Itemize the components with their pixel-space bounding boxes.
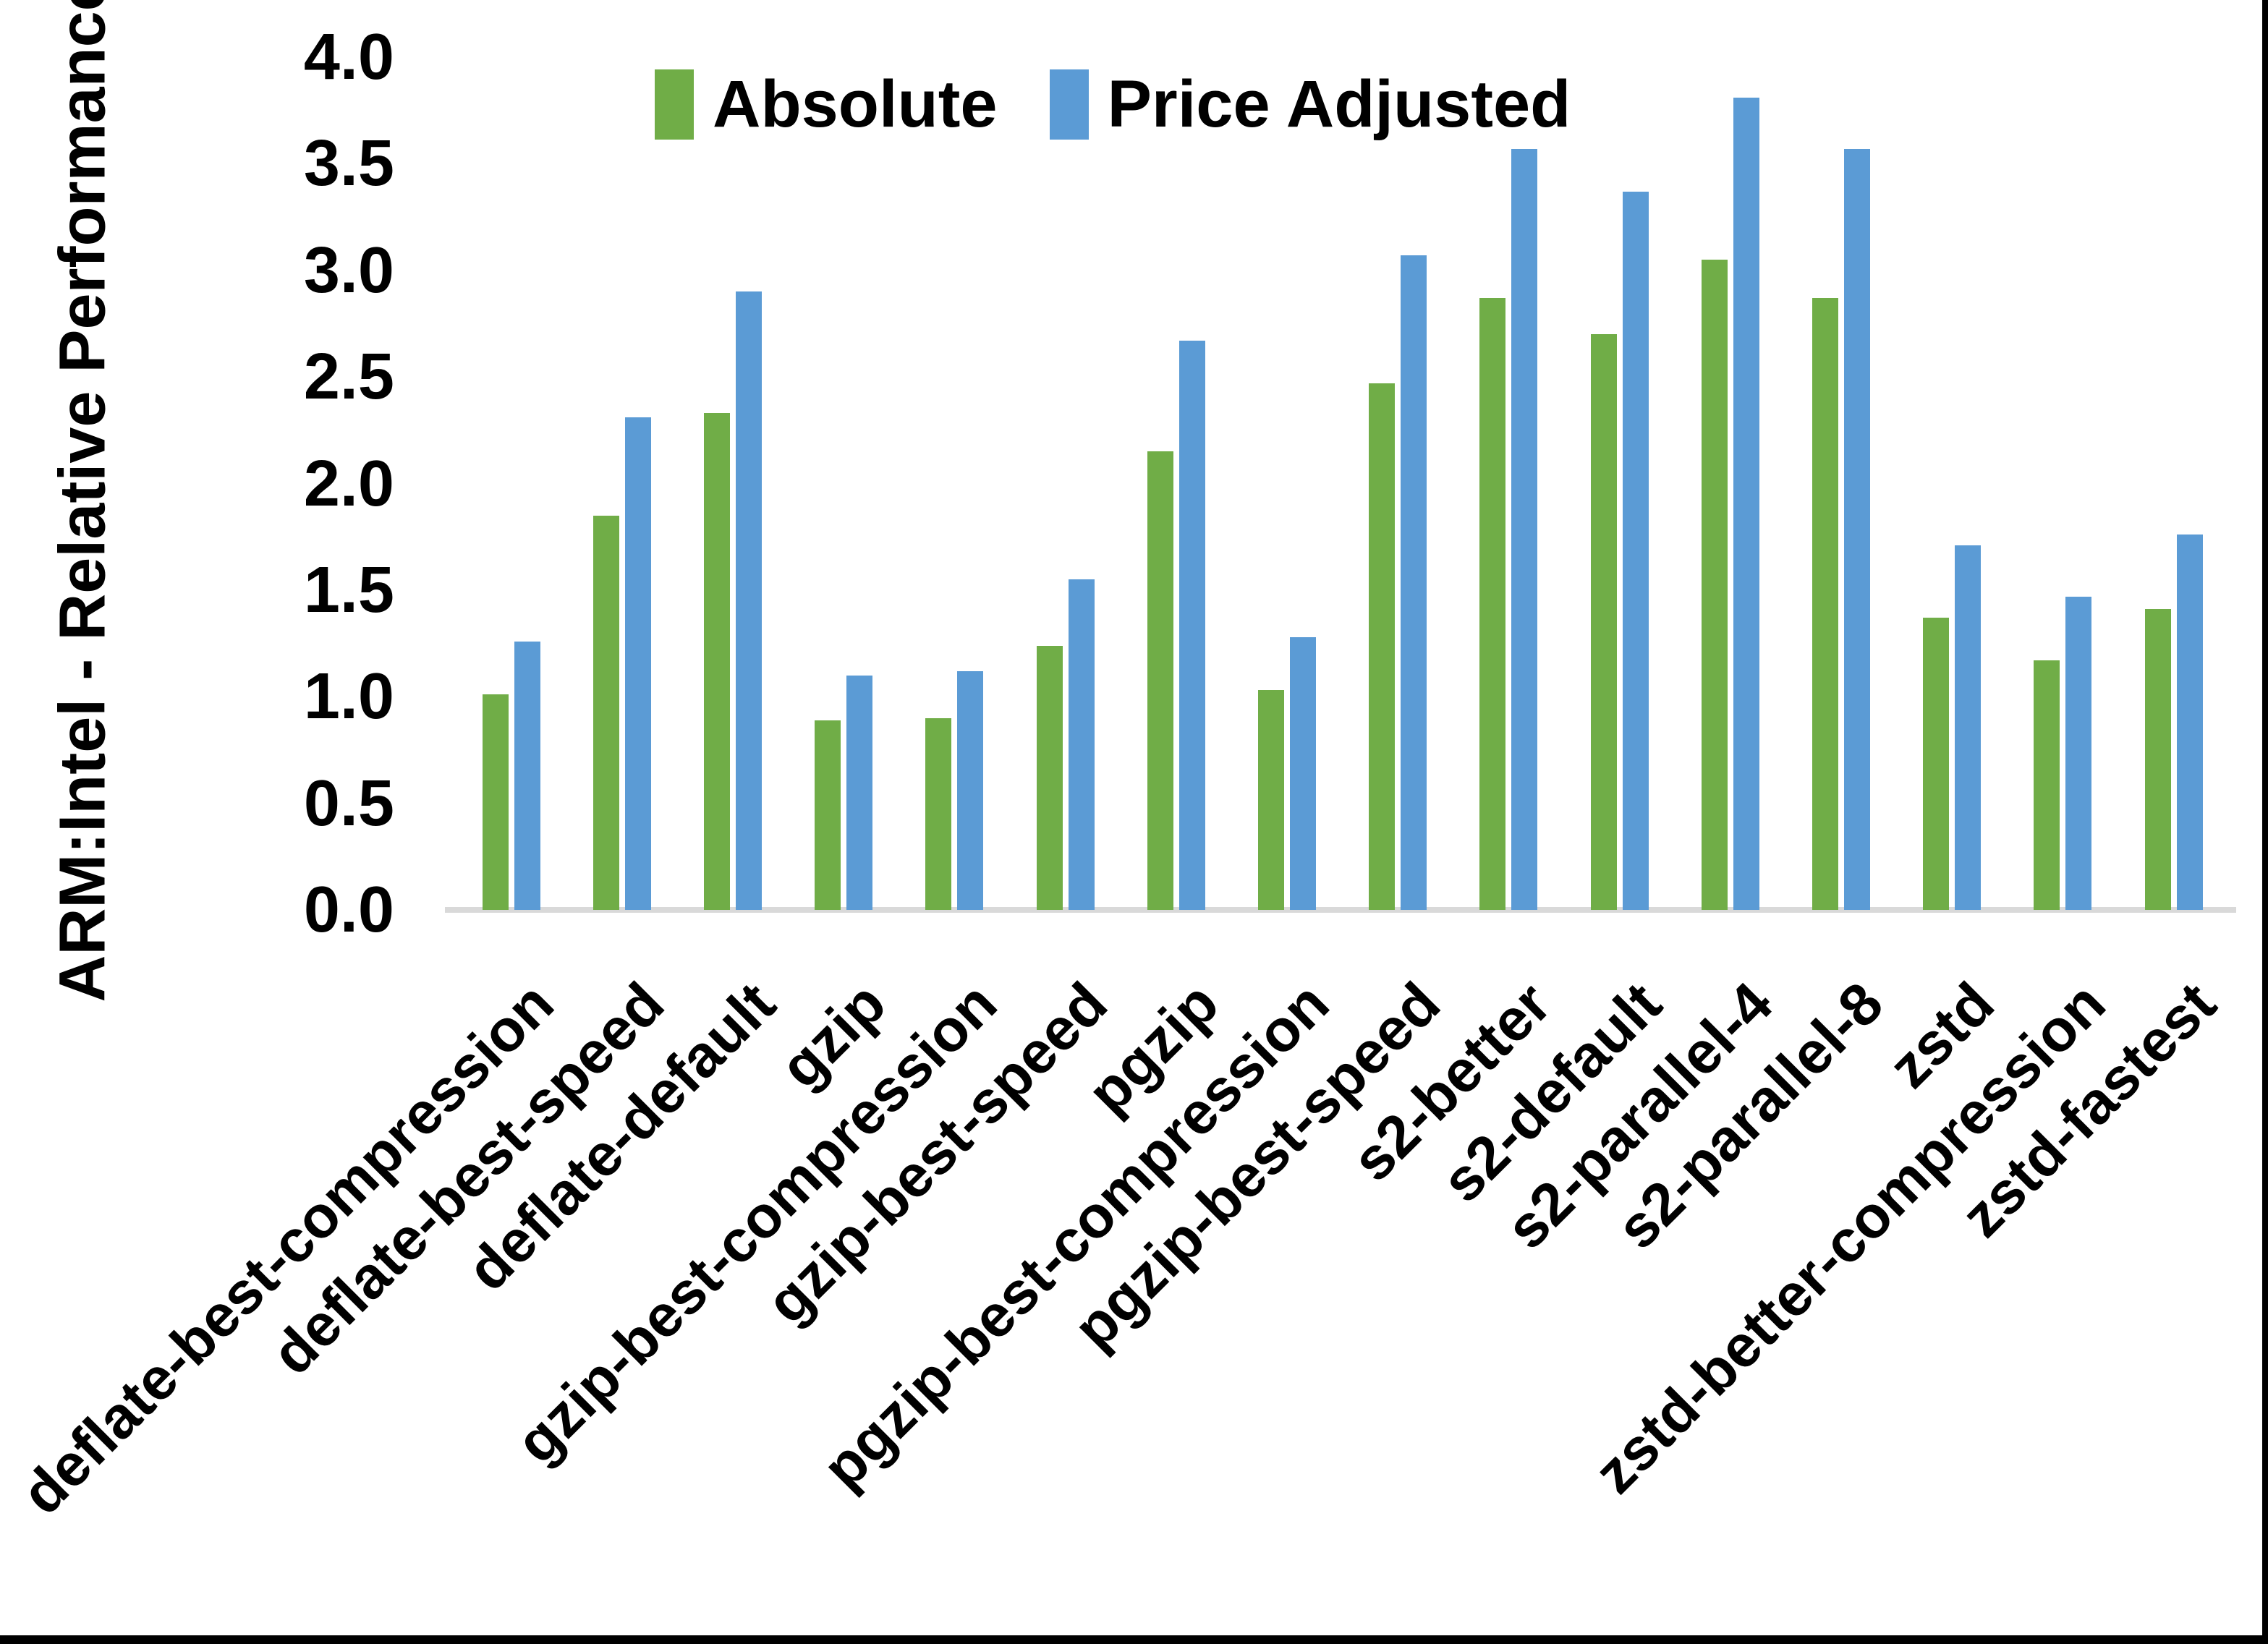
bar-price-adjusted-s2-better (1511, 148, 1538, 910)
bar-price-adjusted-pgzip-best-speed (1401, 255, 1427, 910)
bar-price-adjusted-pgzip-best-compression (1290, 636, 1316, 910)
bar-absolute-pgzip-best-speed (1369, 383, 1396, 910)
y-tick-label: 0.0 (303, 874, 394, 946)
bar-price-adjusted-zstd (1955, 545, 1982, 910)
bar-price-adjusted-s2-parallel-8 (1844, 148, 1870, 910)
bar-absolute-zstd (1923, 618, 1950, 910)
legend-label-absolute: Absolute (713, 67, 998, 141)
bar-price-adjusted-deflate-default (736, 291, 762, 910)
y-tick-label: 4.0 (303, 21, 394, 93)
bar-absolute-deflate-best-compression (482, 694, 509, 910)
bar-absolute-gzip-best-compression (925, 717, 952, 910)
y-tick-label: 3.5 (303, 127, 394, 200)
bar-price-adjusted-gzip-best-compression (957, 670, 984, 910)
bar-absolute-deflate-best-speed (593, 515, 619, 910)
bar-absolute-deflate-default (704, 413, 730, 910)
bar-price-adjusted-zstd-fastest (2176, 534, 2203, 910)
legend-label-price-adjusted: Price Adjusted (1107, 67, 1571, 141)
legend-swatch-absolute (655, 69, 694, 140)
bar-absolute-gzip (815, 720, 841, 910)
bar-absolute-s2-better (1479, 298, 1506, 910)
y-tick-label: 0.5 (303, 767, 394, 840)
legend: Absolute Price Adjusted (655, 67, 1571, 142)
bar-absolute-zstd-better-compression (2034, 660, 2060, 910)
y-tick-label: 1.5 (303, 553, 394, 626)
legend-swatch-price-adjusted (1049, 69, 1089, 140)
bar-price-adjusted-gzip (846, 675, 873, 910)
y-tick-label: 1.0 (303, 660, 394, 733)
bar-price-adjusted-pgzip (1178, 341, 1205, 910)
legend-item-price-adjusted: Price Adjusted (1049, 67, 1571, 142)
bar-price-adjusted-s2-default (1622, 191, 1649, 910)
bar-absolute-zstd-fastest (2144, 609, 2171, 910)
y-tick-label: 2.5 (303, 341, 394, 414)
bar-absolute-pgzip-best-compression (1258, 690, 1284, 910)
bar-price-adjusted-s2-parallel-4 (1733, 98, 1759, 910)
bar-absolute-s2-parallel-4 (1701, 260, 1728, 910)
y-axis-title-text: ARM:Intel - Relative Performance (46, 0, 119, 1002)
bar-absolute-gzip-best-speed (1036, 645, 1063, 910)
bar-absolute-s2-default (1590, 334, 1617, 910)
bar-price-adjusted-gzip-best-speed (1068, 579, 1095, 910)
bar-price-adjusted-deflate-best-compression (514, 641, 540, 910)
y-tick-label: 2.0 (303, 447, 394, 520)
x-axis-line (445, 907, 2237, 913)
bar-absolute-pgzip (1147, 451, 1173, 910)
y-tick-label: 3.0 (303, 234, 394, 307)
bar-absolute-s2-parallel-8 (1812, 298, 1838, 910)
bar-price-adjusted-deflate-best-speed (624, 417, 651, 910)
legend-item-absolute: Absolute (655, 67, 998, 142)
bar-price-adjusted-zstd-better-compression (2065, 596, 2092, 910)
